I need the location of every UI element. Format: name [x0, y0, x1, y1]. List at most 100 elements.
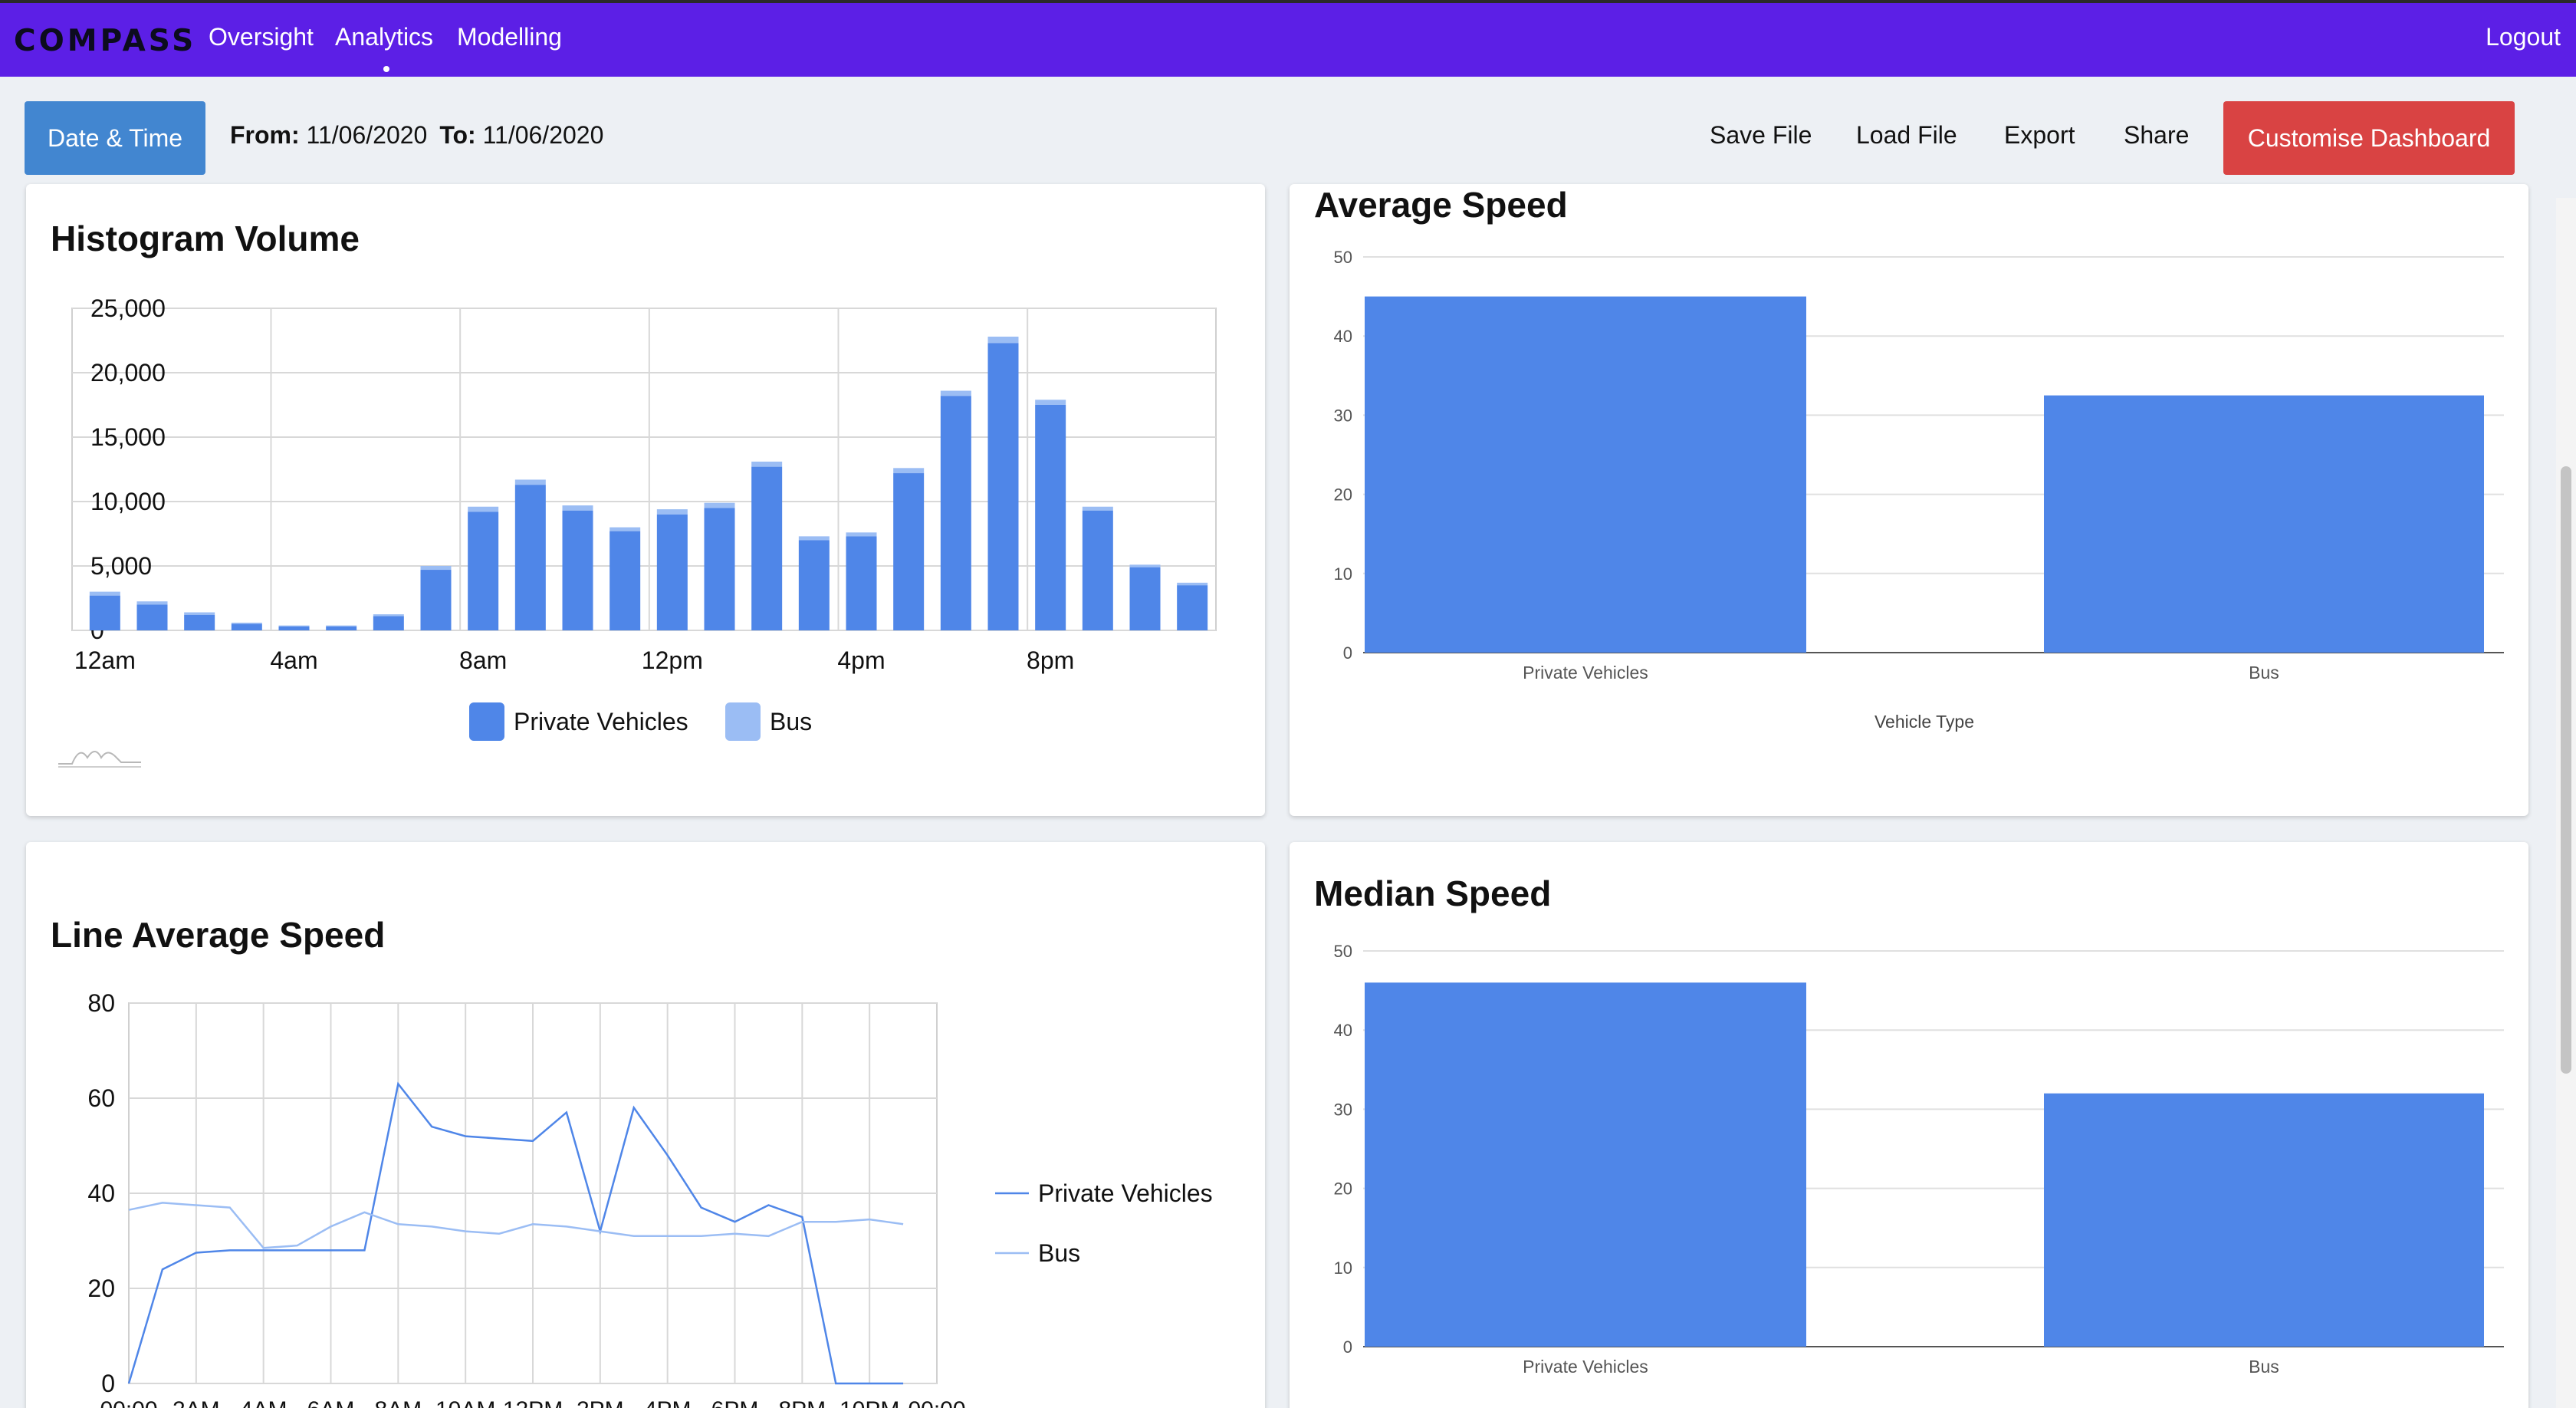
bar-bus: [610, 527, 641, 531]
x-tick-label: 00:00: [100, 1397, 157, 1408]
bar-bus: [231, 622, 262, 624]
to-label: To:: [439, 121, 476, 149]
active-nav-indicator: [383, 66, 389, 72]
bar-bus: [1177, 582, 1208, 586]
line-average-speed-title: Line Average Speed: [51, 915, 386, 955]
legend-private-vehicles[interactable]: Private Vehicles: [469, 702, 688, 741]
bar-bus: [751, 461, 783, 467]
from-label: From:: [230, 121, 300, 149]
save-file-button[interactable]: Save File: [1710, 121, 1812, 149]
bar-bus: [798, 536, 830, 541]
median-speed-title: Median Speed: [1314, 873, 1552, 913]
bar-private-vehicles: [1365, 982, 1806, 1347]
y-tick-label: 20: [1334, 485, 1352, 505]
median-speed-chart: 0 10 20 30 40 50 Private Vehicles Bus: [1334, 942, 2504, 1377]
x-tick-label: 6PM: [711, 1397, 759, 1408]
y-tick-label: 50: [1334, 942, 1352, 961]
average-speed-card: Average Speed 0 10 20 30 40 50 Private Vehicle…: [1290, 184, 2528, 816]
bar-bus: [2044, 1093, 2484, 1347]
histogram-chart: 05,00010,00015,00020,00025,00012am4am8am…: [71, 294, 1217, 674]
bar-bus: [184, 612, 215, 615]
bar-bus: [326, 625, 357, 627]
bar-bus: [2044, 395, 2484, 653]
x-tick-label: 4AM: [240, 1397, 288, 1408]
x-tick-label: Private Vehicles: [1523, 663, 1648, 683]
nav-item-oversight[interactable]: Oversight: [209, 23, 314, 51]
bar-bus: [846, 532, 877, 537]
y-tick-label: 40: [87, 1179, 115, 1207]
date-time-button[interactable]: Date & Time: [25, 101, 205, 175]
share-button[interactable]: Share: [2124, 121, 2190, 149]
y-tick-label: 20,000: [90, 359, 166, 387]
bar-private-vehicles: [893, 473, 925, 630]
bar-private-vehicles: [987, 343, 1019, 630]
bar-bus: [987, 336, 1019, 344]
line-average-speed-chart: 0 20 40 60 80 00:00 2AM 4AM 6AM 8AM 10AM 12PM 2PM 4PM…: [87, 989, 1212, 1408]
bar-private-vehicles: [184, 614, 215, 630]
bar-private-vehicles: [751, 466, 783, 630]
y-tick-label: 50: [1334, 248, 1352, 267]
bar-private-vehicles: [1365, 296, 1806, 653]
customise-dashboard-button[interactable]: Customise Dashboard: [2223, 101, 2515, 175]
x-tick-label: 12am: [74, 646, 136, 674]
y-tick-label: 40: [1334, 1021, 1352, 1040]
bar-private-vehicles: [1129, 567, 1161, 630]
y-tick-label: 20: [87, 1275, 115, 1302]
y-tick-label: 30: [1334, 1100, 1352, 1119]
nav-item-modelling[interactable]: Modelling: [457, 23, 562, 51]
page-scrollbar[interactable]: [2556, 198, 2576, 1408]
y-tick-label: 10,000: [90, 488, 166, 515]
date-range: From: 11/06/2020 To: 11/06/2020: [230, 121, 603, 150]
from-value: 11/06/2020: [306, 121, 428, 149]
export-button[interactable]: Export: [2004, 121, 2075, 149]
legend-bus[interactable]: Bus: [725, 702, 812, 741]
bar-bus: [420, 566, 452, 571]
y-tick-label: 0: [1343, 1337, 1352, 1357]
bar-private-vehicles: [1035, 405, 1066, 630]
x-tick-label: 8am: [459, 646, 507, 674]
bar-private-vehicles: [940, 396, 971, 630]
x-tick-label: 12pm: [642, 646, 703, 674]
x-tick-label: Bus: [2249, 1357, 2279, 1377]
y-tick-label: 5,000: [90, 552, 152, 580]
y-tick-label: 40: [1334, 327, 1352, 346]
scrollbar-thumb[interactable]: [2561, 466, 2571, 1074]
bar-private-vehicles: [420, 570, 452, 630]
bar-private-vehicles: [514, 485, 546, 630]
series-line-bus: [128, 1202, 904, 1249]
bar-private-vehicles: [278, 626, 310, 630]
y-tick-label: 30: [1334, 406, 1352, 425]
bar-private-vehicles: [656, 514, 688, 630]
bar-private-vehicles: [468, 512, 499, 630]
histogram-volume-card: Histogram Volume 05,00010,00015,00020,00…: [26, 184, 1265, 816]
compass-logo[interactable]: COMPASS: [14, 21, 196, 60]
bar-bus: [373, 614, 404, 617]
x-tick-label: 8AM: [374, 1397, 422, 1408]
x-tick-label: Private Vehicles: [1523, 1357, 1648, 1377]
y-tick-label: 80: [87, 989, 115, 1017]
bar-bus: [562, 505, 593, 511]
bar-bus: [1129, 564, 1161, 567]
bar-bus: [704, 502, 735, 508]
bar-private-vehicles: [136, 604, 168, 630]
logout-link[interactable]: Logout: [2486, 23, 2561, 51]
sparkline-icon: [58, 751, 141, 768]
bar-bus: [893, 468, 925, 474]
bar-private-vehicles: [231, 623, 262, 630]
y-tick-label: 20: [1334, 1179, 1352, 1199]
average-speed-chart: 0 10 20 30 40 50 Private Vehicles Bus Vehicle Ty…: [1334, 248, 2504, 732]
legend-swatch-private: [469, 702, 504, 741]
y-tick-label: 0: [1343, 643, 1352, 663]
legend-label-bus: Bus: [770, 707, 813, 735]
y-tick-label: 10: [1334, 1258, 1352, 1278]
x-tick-label: 10AM: [435, 1397, 495, 1408]
nav-item-analytics[interactable]: Analytics: [335, 23, 434, 51]
bar-private-vehicles: [562, 510, 593, 630]
bar-bus: [468, 506, 499, 512]
x-tick-label: 6AM: [307, 1397, 355, 1408]
x-tick-label: 10PM: [840, 1397, 899, 1408]
load-file-button[interactable]: Load File: [1856, 121, 1957, 149]
bar-private-vehicles: [846, 536, 877, 630]
logo-text: COMPASS: [14, 23, 197, 58]
bar-private-vehicles: [798, 540, 830, 630]
